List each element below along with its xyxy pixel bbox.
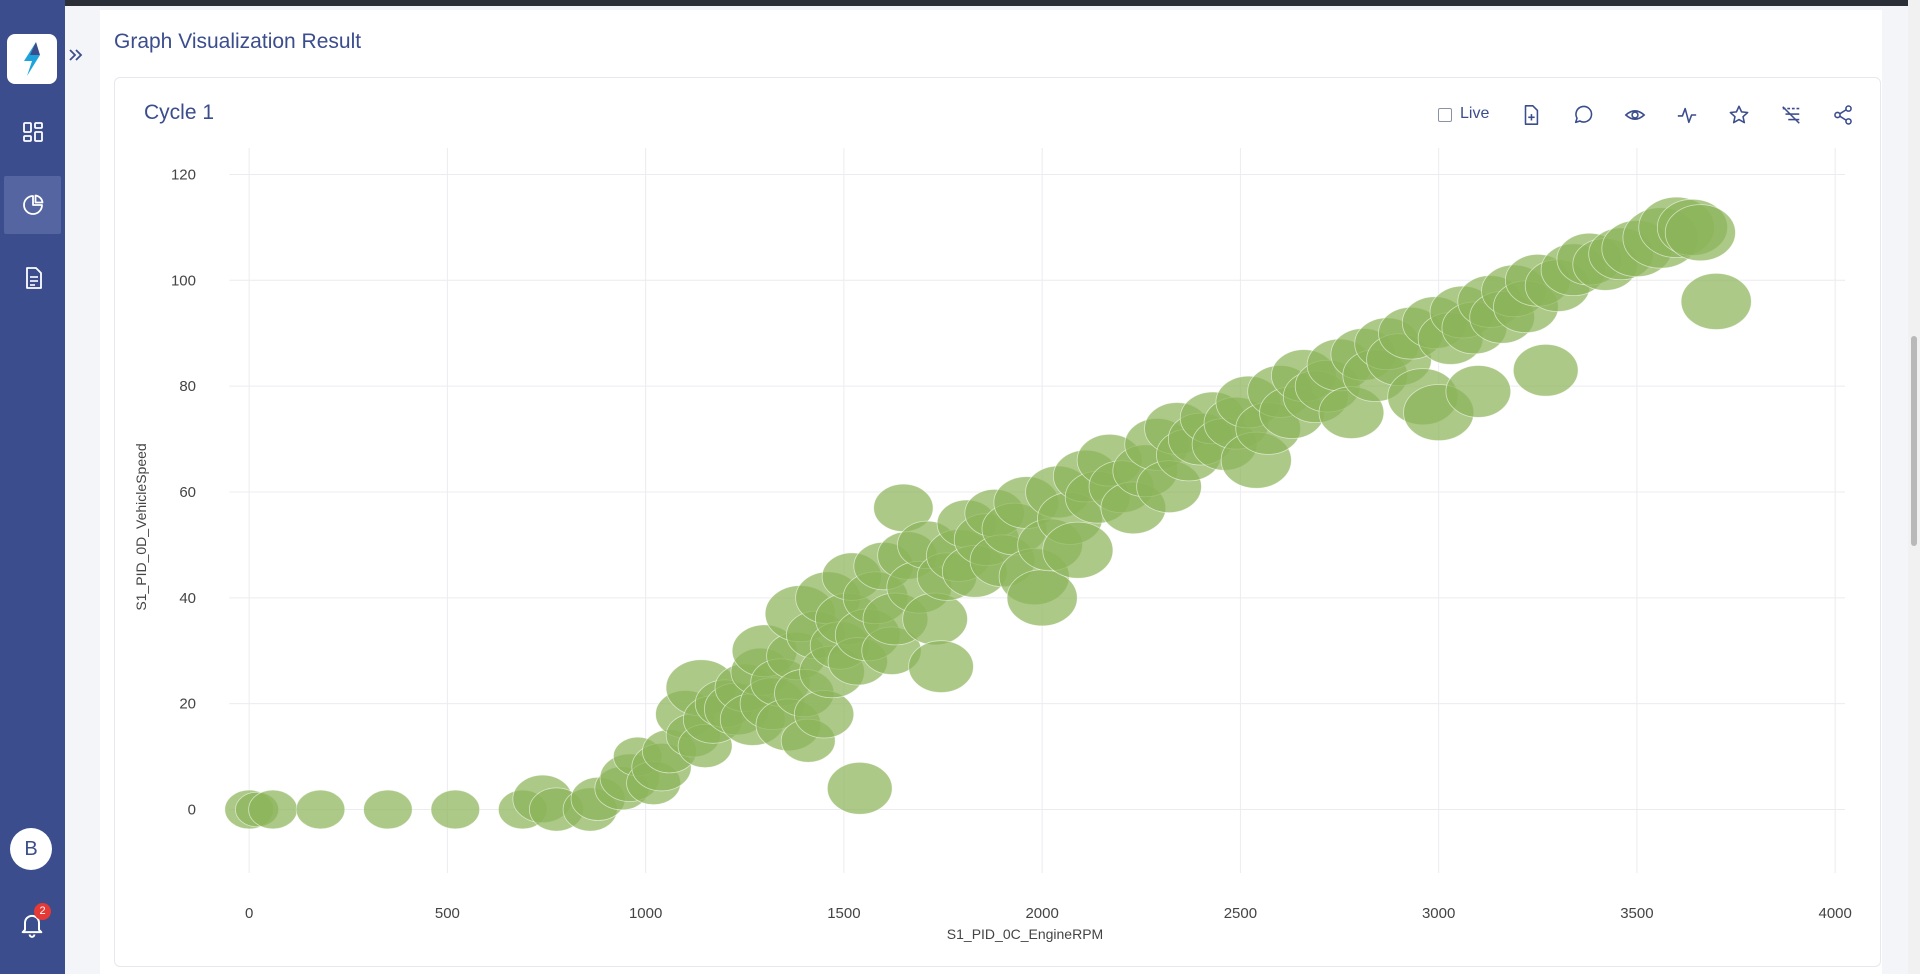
scatter-point[interactable]	[1006, 569, 1078, 627]
chart-grid	[229, 148, 1845, 873]
view-button[interactable]	[1622, 102, 1648, 128]
chart-ticks: 0 500 1000 1500 2000 2500 3000 3500 4000 0 20 40 60 8…	[171, 166, 1852, 922]
scatter-point[interactable]	[793, 690, 855, 739]
browser-top-strip	[0, 0, 1920, 6]
x-tick-label: 2000	[1025, 905, 1058, 922]
share-icon	[1834, 105, 1852, 125]
sidebar-item-reports[interactable]	[0, 249, 65, 307]
sidebar: B 2	[0, 0, 65, 974]
y-tick-label: 20	[179, 696, 196, 713]
expand-sidebar-button[interactable]	[66, 46, 86, 66]
y-tick-label: 100	[171, 272, 196, 289]
dashboard-icon	[22, 122, 43, 142]
pulse-icon	[1677, 107, 1697, 124]
app-logo[interactable]	[7, 34, 57, 84]
y-tick-label: 0	[188, 801, 196, 818]
page-scrollbar-thumb[interactable]	[1911, 336, 1917, 546]
document-icon	[25, 267, 42, 289]
page-title: Graph Visualization Result	[114, 30, 362, 53]
trend-button[interactable]	[1674, 102, 1700, 128]
chart-points	[224, 196, 1752, 832]
chart-svg[interactable]: 0 500 1000 1500 2000 2500 3000 3500 4000 0 20 40 60 8…	[120, 140, 1860, 960]
scatter-chart[interactable]: 0 500 1000 1500 2000 2500 3000 3500 4000 0 20 40 60 8…	[120, 140, 1860, 960]
y-tick-label: 120	[171, 166, 196, 183]
y-axis-label: S1_PID_0D_VehicleSpeed	[133, 443, 149, 610]
x-tick-label: 3500	[1620, 905, 1653, 922]
scatter-point[interactable]	[430, 789, 481, 830]
live-label: Live	[1460, 105, 1490, 122]
x-tick-label: 4000	[1818, 905, 1851, 922]
scatter-point[interactable]	[363, 789, 413, 830]
card-title: Cycle 1	[144, 101, 215, 124]
y-tick-label: 80	[179, 378, 196, 395]
filter-off-icon	[1782, 106, 1800, 124]
notification-count-badge: 2	[34, 903, 51, 920]
eye-icon	[1624, 110, 1646, 120]
scatter-point[interactable]	[908, 640, 974, 693]
sidebar-item-dashboard[interactable]	[0, 103, 65, 161]
lightning-logo-icon	[24, 42, 40, 76]
x-tick-label: 1500	[827, 905, 860, 922]
file-add-icon	[1524, 105, 1539, 125]
comment-button[interactable]	[1570, 102, 1596, 128]
x-tick-label: 0	[245, 905, 253, 922]
y-tick-label: 40	[179, 590, 196, 607]
y-tick-label: 60	[179, 484, 196, 501]
filter-button[interactable]	[1778, 102, 1804, 128]
star-icon	[1729, 105, 1749, 124]
scatter-point[interactable]	[902, 592, 968, 646]
pie-chart-icon	[22, 194, 43, 215]
x-axis-label: S1_PID_0C_EngineRPM	[947, 926, 1103, 942]
scatter-point[interactable]	[1680, 272, 1752, 330]
avatar[interactable]: B	[10, 828, 52, 870]
scatter-point[interactable]	[1512, 343, 1579, 397]
scatter-point[interactable]	[248, 789, 298, 830]
scatter-point[interactable]	[826, 762, 893, 815]
scatter-point[interactable]	[295, 789, 346, 830]
scatter-point[interactable]	[1445, 365, 1512, 418]
x-tick-label: 500	[435, 905, 460, 922]
sidebar-item-graphs[interactable]	[4, 176, 61, 234]
comment-icon	[1574, 105, 1593, 124]
x-tick-label: 1000	[629, 905, 662, 922]
double-chevron-right-icon	[69, 49, 83, 61]
scatter-point[interactable]	[1042, 521, 1114, 579]
export-button[interactable]	[1518, 102, 1544, 128]
share-button[interactable]	[1830, 102, 1856, 128]
scatter-point[interactable]	[1664, 204, 1736, 262]
favorite-button[interactable]	[1726, 102, 1752, 128]
x-tick-label: 2500	[1224, 905, 1257, 922]
live-checkbox[interactable]	[1438, 108, 1452, 122]
x-tick-label: 3000	[1422, 905, 1455, 922]
